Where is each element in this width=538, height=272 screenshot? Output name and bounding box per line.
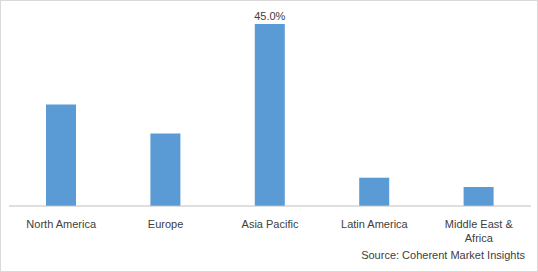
- svg-text:Middle East &Africa: Middle East &Africa: [445, 218, 514, 244]
- svg-text:Asia Pacific: Asia Pacific: [242, 218, 299, 230]
- svg-text:Latin America: Latin America: [341, 218, 409, 230]
- svg-text:North America: North America: [26, 218, 97, 230]
- svg-text:45.0%: 45.0%: [254, 10, 285, 22]
- svg-text:Europe: Europe: [148, 218, 183, 230]
- html-text:Source: Coherent Market Insigh: Source: Coherent Market Insights: [361, 249, 525, 261]
